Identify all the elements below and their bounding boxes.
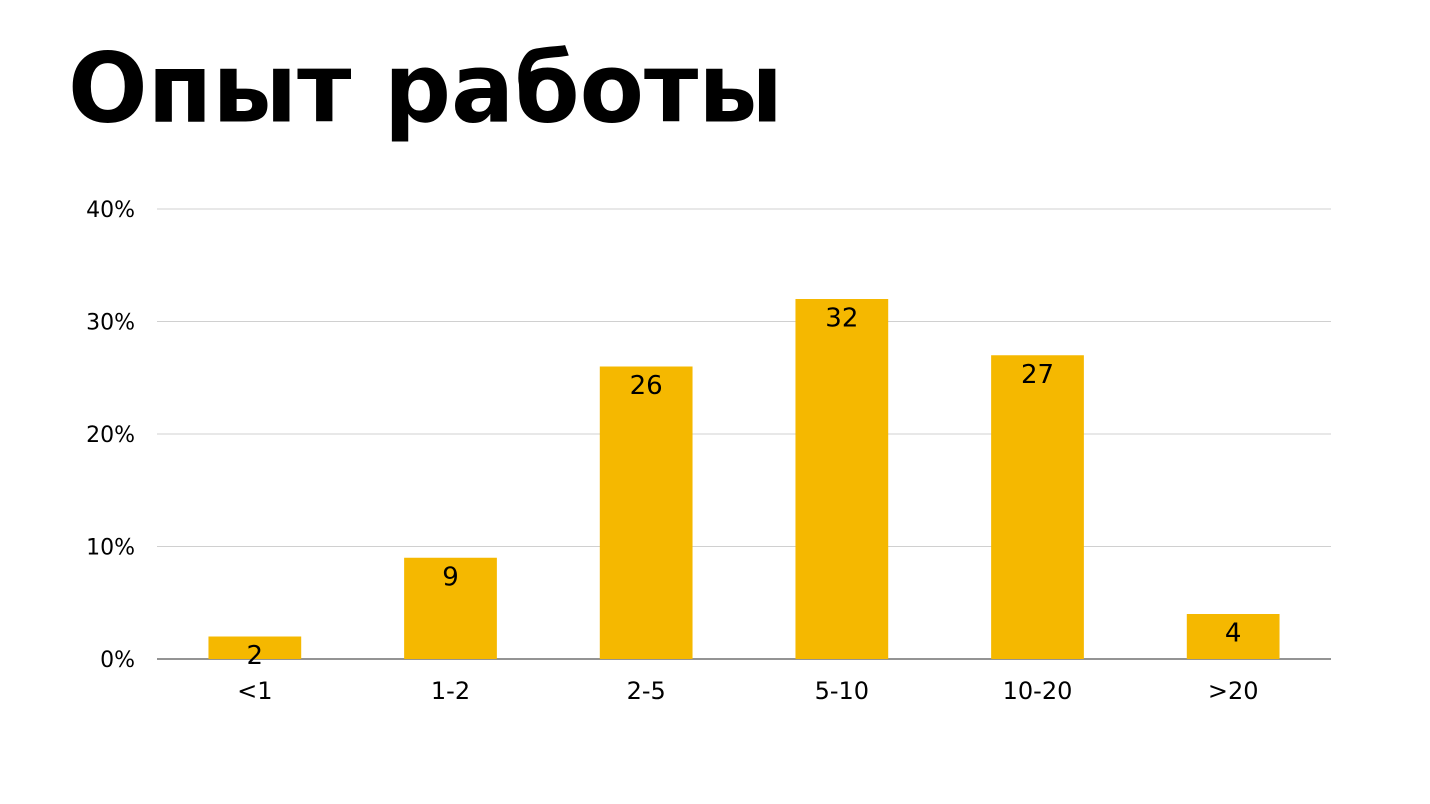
y-tick-label: 40% bbox=[86, 198, 135, 223]
chart-title: Опыт работы bbox=[68, 32, 783, 144]
data-label: 26 bbox=[630, 371, 663, 401]
data-label: 2 bbox=[247, 641, 264, 671]
y-tick-label: 30% bbox=[86, 311, 135, 336]
x-tick-label: 10-20 bbox=[1003, 677, 1073, 705]
bar bbox=[599, 366, 693, 659]
x-tick-label: 1-2 bbox=[431, 677, 470, 705]
data-label: 4 bbox=[1225, 619, 1242, 649]
data-label: 9 bbox=[442, 562, 459, 592]
bar bbox=[208, 636, 302, 659]
y-tick-label: 0% bbox=[100, 648, 135, 673]
data-label: 32 bbox=[825, 304, 858, 334]
y-tick-label: 20% bbox=[86, 423, 135, 448]
x-tick-label: <1 bbox=[237, 677, 272, 705]
bar bbox=[991, 355, 1084, 659]
x-tick-label: 2-5 bbox=[627, 677, 666, 705]
bar bbox=[795, 299, 889, 659]
data-label: 27 bbox=[1021, 360, 1054, 390]
bar bbox=[404, 557, 497, 659]
bar bbox=[1186, 614, 1280, 659]
x-tick-label: >20 bbox=[1208, 677, 1259, 705]
x-tick-label: 5-10 bbox=[815, 677, 869, 705]
y-tick-label: 10% bbox=[86, 536, 135, 561]
